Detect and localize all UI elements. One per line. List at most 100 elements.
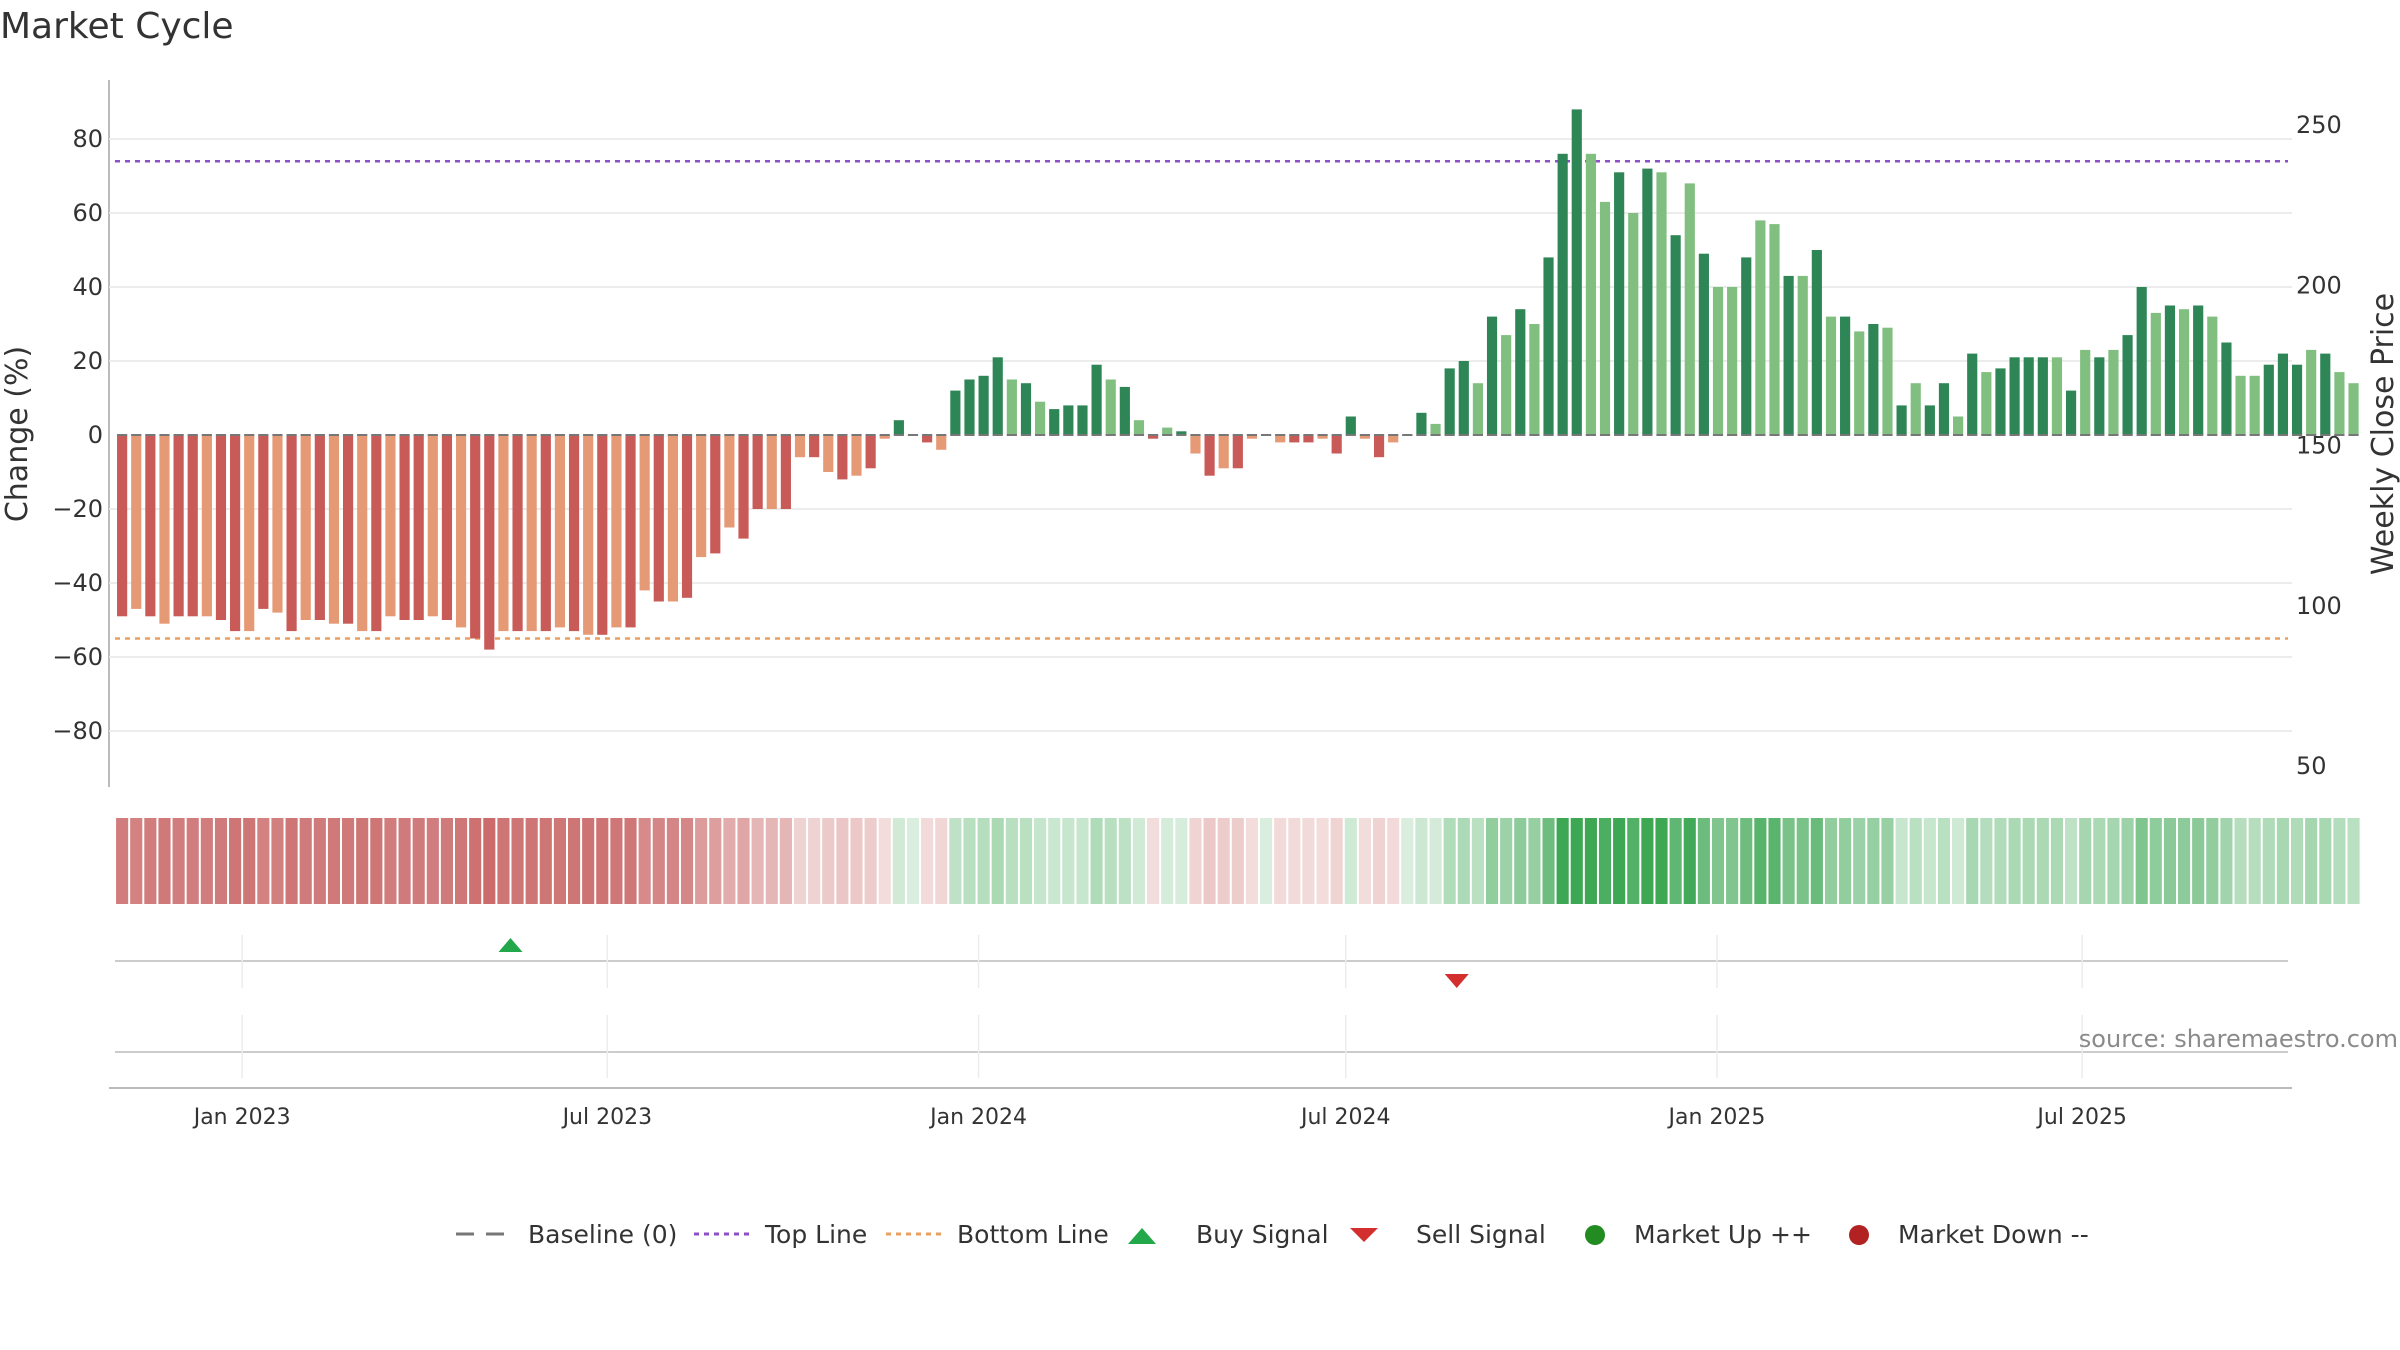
bar xyxy=(286,435,297,632)
bar xyxy=(752,435,763,509)
heat-cell xyxy=(1514,818,1527,904)
bar xyxy=(625,435,636,628)
bar xyxy=(950,390,961,435)
bar xyxy=(1275,435,1286,443)
bar xyxy=(1444,368,1455,435)
heat-cell xyxy=(850,818,863,904)
heat-cell xyxy=(426,818,439,904)
heat-cell xyxy=(1782,818,1795,904)
heat-cell xyxy=(1528,818,1541,904)
bar xyxy=(2065,390,2077,435)
bar xyxy=(2094,357,2105,435)
heat-cell xyxy=(2079,818,2092,904)
y-tick-label: −80 xyxy=(52,717,103,745)
heat-cell xyxy=(1274,818,1287,904)
heat-cell xyxy=(2149,818,2162,904)
heat-cell xyxy=(1457,818,1470,904)
signal-panels xyxy=(109,935,2292,1089)
bar xyxy=(2334,372,2345,435)
heat-cell xyxy=(2050,818,2064,904)
heat-cell xyxy=(285,818,298,904)
bar xyxy=(1416,412,1427,435)
heat-cell xyxy=(1796,818,1809,904)
y-tick-label: 40 xyxy=(72,273,103,301)
heat-cell xyxy=(1923,818,1936,904)
bar xyxy=(1232,435,1243,469)
heat-cell xyxy=(1726,818,1739,904)
heat-cell xyxy=(2305,818,2318,904)
bar xyxy=(1119,386,1130,435)
heat-cell xyxy=(2065,818,2078,904)
heat-cell xyxy=(356,818,369,904)
heat-cell xyxy=(892,818,905,904)
bar xyxy=(1035,401,1046,435)
bar xyxy=(117,435,128,617)
heat-cell xyxy=(229,818,242,904)
heat-cell xyxy=(1556,818,1569,904)
bar xyxy=(1712,287,1724,435)
x-tick-label: Jul 2023 xyxy=(561,1105,653,1130)
heat-cell xyxy=(1740,818,1753,904)
bar xyxy=(244,435,255,632)
y2-tick-label: 100 xyxy=(2296,592,2342,620)
heat-cell xyxy=(271,818,284,904)
heat-cell xyxy=(1245,818,1259,904)
bar xyxy=(1882,327,1893,435)
legend-bottom-label: Bottom Line xyxy=(957,1220,1109,1249)
bar xyxy=(865,435,876,469)
legend-buy-label: Buy Signal xyxy=(1196,1220,1329,1249)
bar xyxy=(1840,316,1851,435)
bar xyxy=(1854,331,1865,435)
heat-cell xyxy=(1641,818,1654,904)
reference-lines xyxy=(115,159,2288,640)
heat-cell xyxy=(412,818,425,904)
heat-cell xyxy=(1330,818,1343,904)
heat-cell xyxy=(723,818,736,904)
bar xyxy=(1811,250,1822,435)
heat-cell xyxy=(370,818,383,904)
legend-top-label: Top Line xyxy=(764,1220,867,1249)
heat-cell xyxy=(1217,818,1230,904)
bar xyxy=(2080,349,2091,435)
bar xyxy=(2108,349,2119,435)
heat-cell xyxy=(1980,818,1993,904)
heat-strip xyxy=(116,818,2360,904)
bar xyxy=(554,435,566,628)
bar xyxy=(2037,357,2048,435)
heat-cell xyxy=(695,818,708,904)
bar xyxy=(385,435,396,617)
heat-cell xyxy=(836,818,849,904)
bars xyxy=(117,109,2359,650)
bar xyxy=(1938,383,1950,435)
y-tick-label: −40 xyxy=(52,569,103,597)
legend-sell-label: Sell Signal xyxy=(1416,1220,1546,1249)
bar xyxy=(272,435,283,613)
bar xyxy=(1486,316,1498,435)
bar xyxy=(1162,427,1173,435)
heat-cell xyxy=(1754,818,1767,904)
bar xyxy=(1995,368,2006,435)
bar xyxy=(1373,435,1385,458)
bar xyxy=(300,435,311,620)
heat-cell xyxy=(2022,818,2035,904)
bar xyxy=(1317,435,1328,439)
bar xyxy=(2320,353,2331,435)
bar xyxy=(1628,213,1639,435)
bar xyxy=(159,435,170,624)
heat-cell xyxy=(793,818,807,904)
bar xyxy=(639,435,650,591)
heat-cell xyxy=(525,818,538,904)
bar xyxy=(399,435,410,620)
bar xyxy=(1557,153,1568,436)
bar xyxy=(964,379,975,435)
bar xyxy=(1458,361,1469,435)
bar xyxy=(2193,305,2204,435)
y-tick-label: 60 xyxy=(72,199,103,227)
heat-cell xyxy=(440,818,454,904)
bar xyxy=(2207,316,2218,435)
heat-cell xyxy=(1853,818,1866,904)
heat-cell xyxy=(1132,818,1146,904)
bar xyxy=(2164,305,2176,435)
